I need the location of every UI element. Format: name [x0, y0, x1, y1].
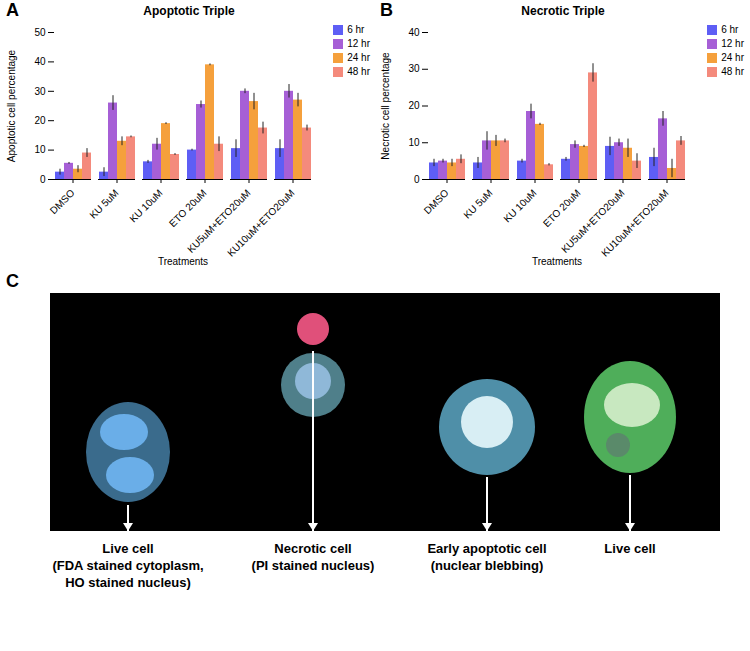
svg-text:DMSO: DMSO: [48, 187, 77, 216]
html-text:B: B: [380, 0, 393, 20]
svg-text:Necrotic cell percentage: Necrotic cell percentage: [380, 52, 391, 160]
svg-text:KU 5uM: KU 5uM: [87, 187, 120, 220]
html-text:24 hr: 24 hr: [721, 52, 744, 63]
html-text:48 hr: 48 hr: [721, 66, 744, 77]
html-text:A: A: [6, 0, 19, 20]
svg-text:KU 10uM: KU 10uM: [127, 187, 164, 224]
svg-text:KU 5uM: KU 5uM: [461, 187, 494, 220]
svg-text:KU5uM+ETO20uM: KU5uM+ETO20uM: [559, 187, 627, 255]
svg-text:30: 30: [408, 63, 420, 74]
html-text:6 hr: 6 hr: [347, 24, 365, 35]
svg-text:HO stained nucleus): HO stained nucleus): [65, 575, 191, 590]
svg-text:40: 40: [408, 27, 420, 38]
html-text:Apoptotic Triple: Apoptotic Triple: [143, 4, 235, 18]
svg-text:10: 10: [34, 144, 46, 155]
svg-text:30: 30: [34, 86, 46, 97]
svg-text:20: 20: [34, 115, 46, 126]
svg-text:Treatments: Treatments: [158, 256, 208, 267]
svg-text:20: 20: [408, 100, 420, 111]
svg-text:ETO 20uM: ETO 20uM: [167, 187, 209, 229]
svg-text:50: 50: [34, 27, 46, 38]
svg-text:Necrotic cell: Necrotic cell: [274, 541, 351, 556]
svg-text:Apoptotic cell percentage: Apoptotic cell percentage: [6, 49, 17, 162]
html-text:6 hr: 6 hr: [721, 24, 739, 35]
svg-text:0: 0: [414, 174, 420, 185]
svg-text:DMSO: DMSO: [422, 187, 451, 216]
svg-text:0: 0: [40, 174, 46, 185]
svg-text:(FDA stained cytoplasm,: (FDA stained cytoplasm,: [52, 558, 203, 573]
svg-text:KU5uM+ETO20uM: KU5uM+ETO20uM: [185, 187, 253, 255]
svg-text:KU10uM+ETO20uM: KU10uM+ETO20uM: [225, 187, 297, 259]
html-text:24 hr: 24 hr: [347, 52, 370, 63]
svg-text:KU 10uM: KU 10uM: [501, 187, 538, 224]
html-text:48 hr: 48 hr: [347, 66, 370, 77]
svg-text:Live cell: Live cell: [604, 541, 655, 556]
svg-text:Treatments: Treatments: [532, 256, 582, 267]
svg-text:C: C: [6, 271, 19, 291]
svg-text:Early apoptotic cell: Early apoptotic cell: [427, 541, 546, 556]
svg-text:Live cell: Live cell: [102, 541, 153, 556]
html-text:12 hr: 12 hr: [721, 38, 744, 49]
svg-text:ETO 20uM: ETO 20uM: [541, 187, 583, 229]
html-text:Necrotic Triple: Necrotic Triple: [521, 4, 605, 18]
svg-text:10: 10: [408, 137, 420, 148]
html-text:12 hr: 12 hr: [347, 38, 370, 49]
svg-text:KU10uM+ETO20uM: KU10uM+ETO20uM: [599, 187, 671, 259]
svg-text:40: 40: [34, 56, 46, 67]
svg-text:(nuclear blebbing): (nuclear blebbing): [431, 558, 544, 573]
svg-text:(PI stained nucleus): (PI stained nucleus): [252, 558, 375, 573]
